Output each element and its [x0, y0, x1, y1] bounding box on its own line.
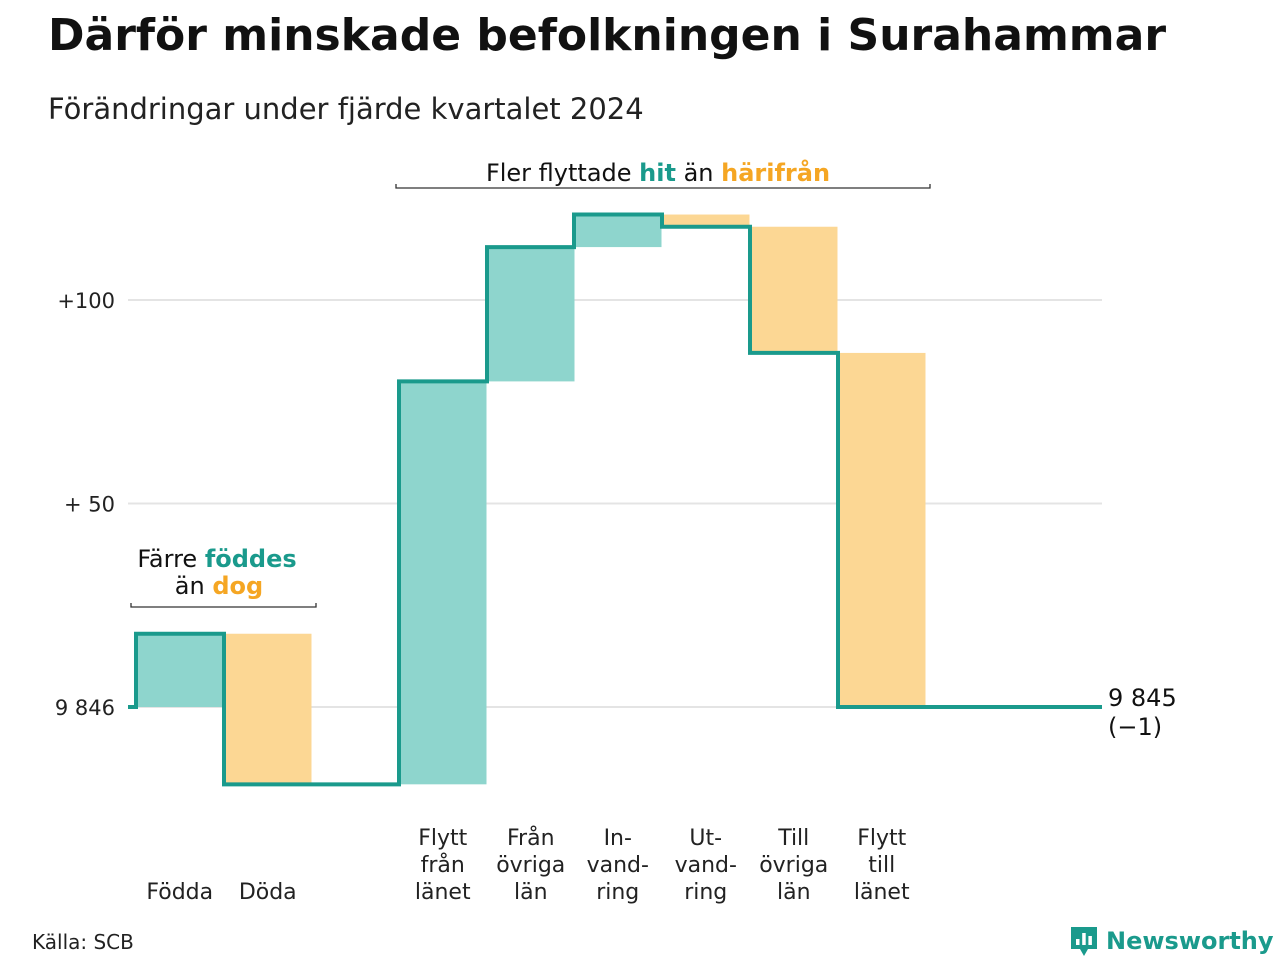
newsworthy-logo-icon [1071, 927, 1097, 956]
y-tick-label-1: + 50 [64, 493, 115, 517]
y-tick-label-2: 9 846 [55, 696, 115, 720]
bar-5 [662, 214, 750, 227]
cumulative-line [128, 212, 1102, 787]
natural-bracket [130, 603, 317, 608]
natural-annotation-line2: än dog [175, 572, 263, 600]
source-note: Källa: SCB [32, 930, 134, 954]
bar-6 [750, 226, 838, 353]
migration-bracket [395, 184, 931, 189]
end-value-label: 9 845 [1108, 684, 1177, 712]
category-label-1: Döda [239, 880, 297, 905]
migration-annotation: Fler flyttade hit än härifrån [486, 158, 830, 187]
category-label-3: Från övriga län [496, 825, 565, 905]
bar-2 [399, 381, 487, 785]
category-label-6: Till övriga län [759, 826, 828, 905]
chart-subtitle: Förändringar under fjärde kvartalet 2024 [48, 92, 644, 126]
bar-0 [136, 633, 224, 707]
brand-logo: Newsworthy [1068, 924, 1274, 958]
end-change-label: (−1) [1108, 713, 1162, 741]
natural-annotation-line1: Färre föddes [137, 545, 296, 573]
bar-1 [224, 633, 312, 785]
bar-7 [838, 352, 926, 707]
y-tick-label-0: +100 [57, 289, 115, 313]
category-label-4: In-vand-ring [587, 826, 649, 905]
category-label-5: Ut-vand-ring [675, 826, 737, 905]
category-label-2: Flytt från länet [415, 826, 471, 905]
brand-name: Newsworthy [1106, 927, 1274, 955]
category-label-7: Flytt till länet [854, 826, 910, 905]
chart-title: Därför minskade befolkningen i Surahamma… [48, 10, 1167, 61]
bar-4 [574, 214, 662, 248]
bar-3 [487, 247, 575, 382]
category-label-0: Födda [146, 880, 213, 905]
